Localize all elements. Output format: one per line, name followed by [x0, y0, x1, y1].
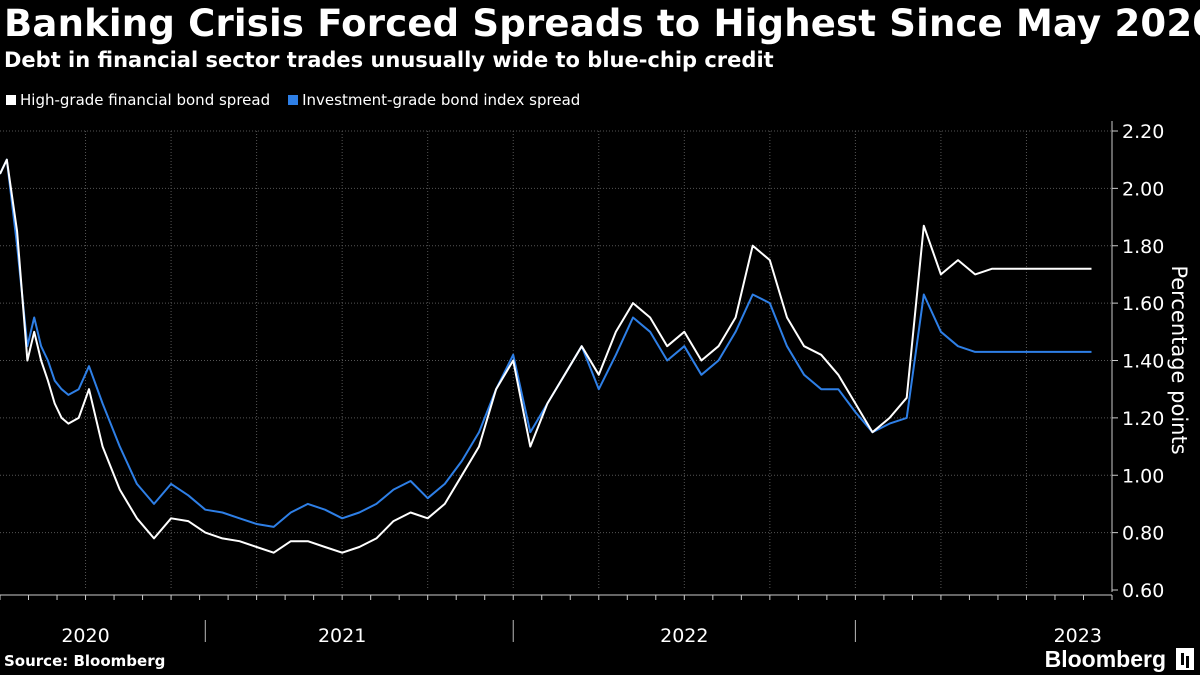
y-axis-label: Percentage points	[1167, 265, 1191, 454]
source-note: Source: Bloomberg	[4, 652, 166, 670]
brand-wordmark: Bloomberg	[1044, 646, 1166, 672]
bloomberg-logo-icon	[1176, 648, 1194, 670]
series-line-investment-grade	[0, 158, 1092, 528]
x-year-label: 2023	[1054, 625, 1102, 647]
y-tick-label: 2.00	[1122, 178, 1164, 200]
grid	[0, 130, 1113, 590]
y-tick-label: 1.40	[1122, 351, 1164, 373]
y-tick-label: 1.80	[1122, 236, 1164, 258]
axes: 0.60 0.80 1.00 1.20 1.40 1.60 1.80 2.00 2.20 2020…	[0, 121, 1164, 647]
x-year-label: 2022	[660, 625, 708, 647]
y-tick-label: 1.00	[1122, 465, 1164, 487]
y-tick-label: 0.60	[1122, 580, 1164, 602]
series-line-financial	[0, 158, 1092, 554]
legend-item-financial: High-grade financial bond spread	[6, 91, 270, 109]
chart-title: Banking Crisis Forced Spreads to Highest…	[4, 2, 1200, 45]
legend-swatch-investment-grade	[288, 95, 299, 105]
x-year-label: 2021	[318, 625, 366, 647]
series-layer	[0, 158, 1092, 554]
legend: High-grade financial bond spread Investm…	[6, 91, 580, 109]
chart-subtitle: Debt in financial sector trades unusuall…	[4, 48, 774, 72]
legend-item-investment-grade: Investment-grade bond index spread	[288, 91, 580, 109]
x-year-label: 2020	[61, 625, 109, 647]
y-tick-label: 0.80	[1122, 523, 1164, 545]
y-tick-label: 1.60	[1122, 293, 1164, 315]
y-tick-label: 2.20	[1122, 121, 1164, 143]
legend-label-investment-grade: Investment-grade bond index spread	[302, 91, 581, 109]
legend-label-financial: High-grade financial bond spread	[20, 91, 271, 109]
y-tick-label: 1.20	[1122, 408, 1164, 430]
legend-swatch-financial	[6, 95, 16, 105]
